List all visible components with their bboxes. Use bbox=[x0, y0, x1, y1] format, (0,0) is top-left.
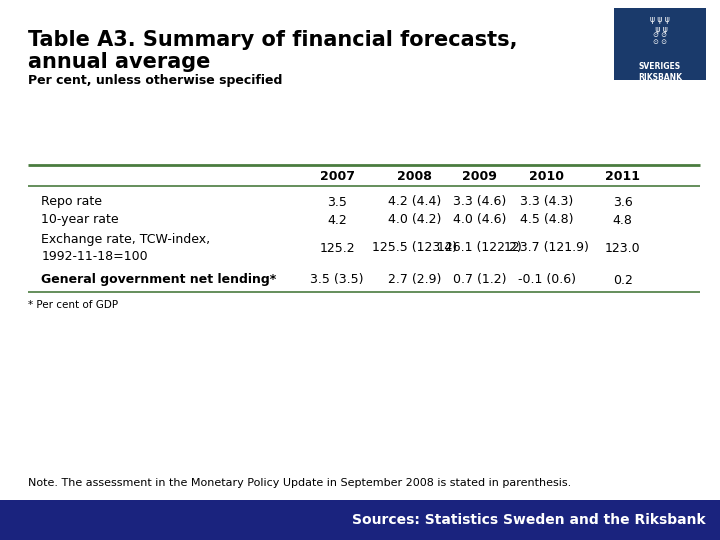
Text: 3.5 (3.5): 3.5 (3.5) bbox=[310, 273, 364, 287]
Text: ψ ψ ψ
 ψ ψ: ψ ψ ψ ψ ψ bbox=[650, 15, 670, 33]
Text: Exchange rate, TCW-index,: Exchange rate, TCW-index, bbox=[42, 233, 210, 246]
Text: 2009: 2009 bbox=[462, 171, 497, 184]
Text: Note. The assessment in the Monetary Policy Update in September 2008 is stated i: Note. The assessment in the Monetary Pol… bbox=[28, 478, 571, 488]
Text: 125.5 (123.4): 125.5 (123.4) bbox=[372, 241, 457, 254]
Text: 123.7 (121.9): 123.7 (121.9) bbox=[504, 241, 589, 254]
Text: 2007: 2007 bbox=[320, 171, 355, 184]
Text: 2010: 2010 bbox=[529, 171, 564, 184]
Text: 3.5: 3.5 bbox=[327, 195, 347, 208]
Text: 2011: 2011 bbox=[606, 171, 640, 184]
Text: 0.7 (1.2): 0.7 (1.2) bbox=[453, 273, 506, 287]
Text: 1992-11-18=100: 1992-11-18=100 bbox=[42, 249, 148, 262]
Text: 0.2: 0.2 bbox=[613, 273, 633, 287]
Text: SVERIGES
RIKSBANK: SVERIGES RIKSBANK bbox=[638, 62, 682, 82]
Text: 4.0 (4.6): 4.0 (4.6) bbox=[453, 213, 506, 226]
Text: 2.7 (2.9): 2.7 (2.9) bbox=[387, 273, 441, 287]
Text: 125.2: 125.2 bbox=[319, 241, 355, 254]
Text: Sources: Statistics Sweden and the Riksbank: Sources: Statistics Sweden and the Riksb… bbox=[352, 513, 706, 527]
Text: 4.5 (4.8): 4.5 (4.8) bbox=[520, 213, 574, 226]
Text: General government net lending*: General government net lending* bbox=[42, 273, 276, 287]
Text: 123.0: 123.0 bbox=[605, 241, 641, 254]
Text: annual average: annual average bbox=[28, 52, 210, 72]
Text: 10-year rate: 10-year rate bbox=[42, 213, 119, 226]
Text: Per cent, unless otherwise specified: Per cent, unless otherwise specified bbox=[28, 74, 282, 87]
Text: ⊙ ⊙
⊙ ⊙: ⊙ ⊙ ⊙ ⊙ bbox=[653, 32, 667, 44]
Text: 4.0 (4.2): 4.0 (4.2) bbox=[387, 213, 441, 226]
FancyBboxPatch shape bbox=[614, 8, 706, 80]
Text: 126.1 (122.2): 126.1 (122.2) bbox=[437, 241, 522, 254]
Text: 4.2: 4.2 bbox=[328, 213, 347, 226]
Text: 3.3 (4.3): 3.3 (4.3) bbox=[520, 195, 573, 208]
Text: 4.2 (4.4): 4.2 (4.4) bbox=[388, 195, 441, 208]
Text: Repo rate: Repo rate bbox=[42, 195, 102, 208]
Text: Table A3. Summary of financial forecasts,: Table A3. Summary of financial forecasts… bbox=[28, 30, 518, 50]
Text: 3.6: 3.6 bbox=[613, 195, 633, 208]
Text: 3.3 (4.6): 3.3 (4.6) bbox=[453, 195, 506, 208]
FancyBboxPatch shape bbox=[0, 500, 720, 540]
Text: * Per cent of GDP: * Per cent of GDP bbox=[28, 300, 118, 310]
Text: 4.8: 4.8 bbox=[613, 213, 633, 226]
Text: 2008: 2008 bbox=[397, 171, 432, 184]
Text: -0.1 (0.6): -0.1 (0.6) bbox=[518, 273, 576, 287]
